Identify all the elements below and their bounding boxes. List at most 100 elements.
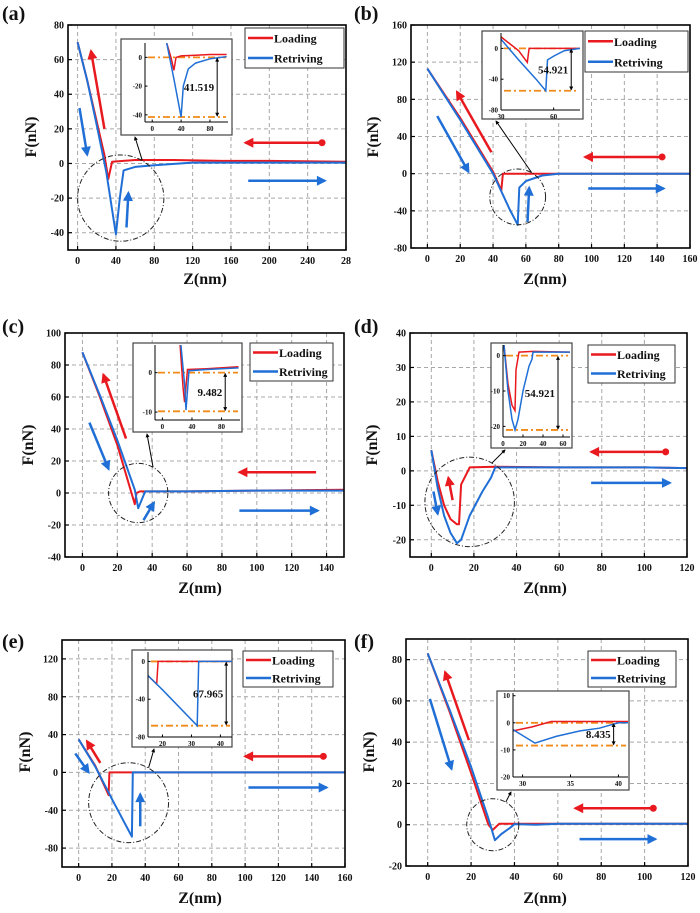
y-tick-label: 0: [401, 466, 406, 477]
inset-x-tick-label: 40: [188, 423, 196, 431]
x-tick-label: 100: [637, 872, 652, 883]
x-tick-label: 100: [249, 563, 264, 574]
direction-arrow-retriving: [142, 500, 156, 521]
panel-b: (b) 0 20 40 60 80 100 120 140 160 -80 -40 0 40 80 120 16…: [354, 3, 698, 288]
y-tick-label: -20: [389, 862, 402, 873]
x-tick-label: 100: [238, 873, 253, 884]
x-tick-label: 160: [683, 254, 698, 265]
direction-arrow-loading: [85, 739, 102, 764]
y-tick-label: 0: [56, 489, 61, 500]
inset: 20 30 40 -80 -40 0 67.965: [131, 649, 233, 748]
pointer-arrow: [145, 433, 154, 468]
x-axis-label: Z(nm): [523, 890, 567, 907]
legend: Loading Retriving: [249, 342, 334, 382]
legend: Loading Retriving: [242, 650, 334, 688]
y-tick-label: 80: [397, 95, 407, 106]
x-tick-label: 60: [521, 254, 531, 265]
zoom-circle: [424, 456, 515, 548]
direction-arrow-loading: [442, 670, 471, 741]
legend-label-retriving: Retriving: [279, 365, 328, 379]
inset-y-tick-label: -20: [133, 83, 143, 91]
inset-series-retriving: [165, 43, 227, 118]
y-tick-label: -10: [393, 501, 406, 512]
direction-arrow-retriving: [88, 422, 111, 471]
y-tick-label: 20: [54, 124, 64, 135]
x-tick-label: 20: [107, 873, 117, 884]
inset-box: [496, 690, 630, 791]
series-line-retriving: [81, 351, 344, 510]
x-tick-label: 60: [553, 872, 563, 883]
x-tick-label: 0: [425, 872, 430, 883]
legend-label-loading: Loading: [272, 654, 315, 668]
inset-y-tick-label: -10: [501, 746, 511, 754]
x-tick-label: 200: [262, 256, 277, 267]
panel-f: (f)0 20 40 60 80 100 120-20020406080Z(nm)F(nN)…: [354, 631, 696, 907]
y-tick-label: 60: [51, 393, 61, 404]
panel-c: (c) 0 20 40 60 80 100 120 140 -40 -20 0 20 40 60 80 100 Z…: [2, 316, 345, 597]
inset-series-retriving: [503, 345, 570, 433]
pointer-arrow: [148, 748, 156, 769]
inset-x-tick-label: 80: [206, 125, 214, 133]
x-axis-label: Z(nm): [523, 271, 567, 288]
inset-y-tick-label: 0: [149, 369, 153, 377]
inset-series-loading: [513, 720, 628, 732]
y-tick-label: -20: [393, 535, 406, 546]
adhesion-value-label: 9.482: [197, 387, 222, 399]
axes-frame: [64, 332, 345, 558]
inset-x-tick-label: 0: [150, 125, 154, 133]
x-tick-label: 80: [149, 256, 159, 267]
adhesion-value-label: 67.965: [193, 689, 224, 701]
x-tick-label: 80: [596, 872, 606, 883]
panel-d: (d)0 20 40 60 80 100 120-20-10010203040Z(nm)F(…: [354, 316, 695, 597]
y-tick-label: 80: [54, 21, 64, 32]
x-tick-label: 20: [469, 563, 479, 574]
y-tick-label: 80: [392, 655, 402, 666]
y-tick-label: 80: [51, 361, 61, 372]
inset-x-tick-label: 80: [218, 423, 226, 431]
x-tick-label: 60: [554, 563, 564, 574]
y-tick-label: 80: [48, 692, 58, 703]
x-tick-label: 20: [466, 872, 476, 883]
legend-label-retriving: Retriving: [614, 55, 663, 69]
direction-arrow-retriving: [78, 107, 91, 157]
y-tick-label: 0: [59, 159, 64, 170]
inset-x-tick-label: 30: [188, 740, 196, 748]
legend-box: [242, 650, 334, 688]
y-tick-label: 0: [397, 820, 402, 831]
x-tick-label: 40: [488, 254, 498, 265]
legend-label-retriving: Retriving: [272, 672, 321, 686]
legend-box: [584, 30, 689, 73]
x-tick-label: 80: [554, 254, 564, 265]
legend-box: [244, 27, 345, 69]
x-tick-label: 120: [271, 873, 286, 884]
legend: Loading Retriving: [584, 30, 689, 73]
x-tick-label: 40: [512, 563, 522, 574]
inset-x-tick-label: 20: [159, 740, 167, 748]
x-tick-label: 120: [185, 256, 200, 267]
y-tick-label: 30: [396, 363, 406, 374]
inset-x-tick-label: 60: [560, 440, 568, 448]
inset-x-tick-label: 40: [540, 440, 548, 448]
direction-arrow-loading: [444, 475, 455, 501]
inset-y-tick-label: -10: [143, 409, 153, 417]
y-tick-label: -20: [48, 521, 61, 532]
y-tick-label: 60: [392, 696, 402, 707]
arrow-start-dot: [649, 804, 657, 812]
x-tick-label: 60: [182, 563, 192, 574]
inset-y-tick-label: -40: [489, 76, 499, 84]
inset-x-tick-label: 40: [615, 780, 623, 788]
arrow-start-dot: [658, 153, 666, 161]
direction-arrow-retriving: [122, 190, 133, 228]
legend: Loading Retriving: [244, 27, 345, 69]
adhesion-value-label: 54.921: [525, 388, 555, 400]
adhesion-value-label: 8.435: [586, 729, 611, 741]
x-tick-label: 60: [174, 873, 184, 884]
legend-box: [587, 650, 677, 688]
direction-arrow-loading: [455, 90, 493, 153]
inset-y-tick-label: -20: [491, 423, 501, 431]
direction-arrow-retriving: [523, 185, 534, 223]
pointer-arrow: [491, 449, 506, 464]
inset-x-tick-label: 35: [567, 780, 575, 788]
inset-x-tick-label: 0: [161, 423, 165, 431]
